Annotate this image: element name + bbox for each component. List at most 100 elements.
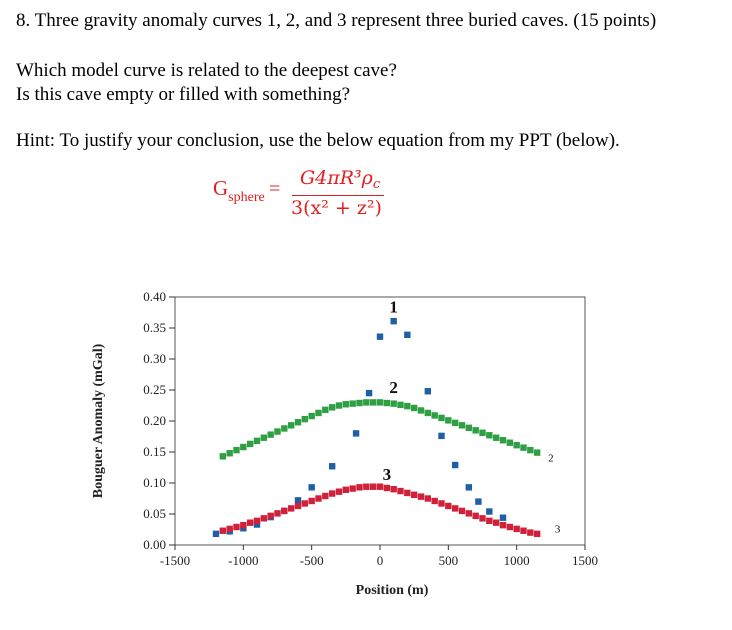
data-point-series-2	[335, 402, 343, 409]
data-point-series-2	[465, 424, 473, 432]
data-point-series-3	[410, 491, 418, 498]
data-point-series-2	[486, 432, 493, 439]
data-point-series-2	[267, 431, 274, 438]
data-point-series-2	[253, 437, 261, 445]
data-point-series-3	[520, 527, 527, 534]
data-point-series-3	[465, 510, 473, 517]
data-point-series-2	[322, 406, 329, 414]
data-point-series-1	[475, 498, 482, 505]
data-point-series-2	[376, 399, 384, 406]
data-point-series-3	[533, 530, 541, 538]
data-point-series-3	[294, 502, 302, 510]
data-point-series-3	[363, 483, 370, 490]
data-point-series-2	[424, 409, 432, 417]
data-point-series-1	[465, 484, 473, 491]
y-tick-label: 0.20	[143, 413, 166, 428]
data-point-series-3	[328, 490, 336, 497]
data-point-series-2	[431, 412, 438, 419]
data-point-series-2	[390, 400, 397, 407]
y-tick-label: 0.25	[143, 382, 166, 397]
equation-fraction-bar	[292, 195, 384, 197]
data-point-series-2	[445, 417, 452, 424]
data-point-series-3	[274, 510, 281, 517]
data-point-series-2	[404, 402, 411, 410]
data-point-series-2	[383, 399, 391, 407]
y-tick-label: 0.15	[143, 444, 166, 459]
data-point-series-2	[294, 419, 302, 426]
x-tick-label: 1000	[504, 553, 530, 568]
data-point-series-1	[212, 530, 220, 538]
data-point-series-3	[397, 487, 404, 495]
data-point-series-2	[315, 409, 322, 417]
data-point-series-2	[287, 422, 295, 429]
curve-label-1: 1	[389, 298, 398, 317]
data-point-series-3	[240, 521, 247, 529]
data-point-series-3	[486, 517, 493, 525]
data-point-series-3	[492, 519, 500, 526]
data-point-series-2	[479, 429, 486, 436]
data-point-series-2	[240, 443, 247, 451]
equation-denominator: 3(x² + z²)	[291, 197, 382, 219]
x-tick-label: 1500	[572, 553, 598, 568]
data-point-series-3	[383, 484, 391, 492]
data-point-series-3	[308, 497, 315, 505]
question-which-curve: Which model curve is related to the deep…	[16, 60, 397, 81]
equation-lhs-symbol: G	[213, 176, 229, 200]
hint-text: Hint: To justify your conclusion, use th…	[16, 130, 620, 151]
data-point-series-2	[492, 434, 500, 441]
data-point-series-2	[328, 404, 336, 411]
data-point-series-2	[520, 444, 527, 451]
data-point-series-3	[438, 500, 445, 507]
data-point-series-3	[390, 486, 397, 493]
data-point-series-3	[458, 507, 466, 515]
data-point-series-3	[287, 505, 295, 512]
curve-label-3: 3	[383, 465, 392, 484]
equation-lhs-subscript: sphere	[228, 190, 265, 205]
data-point-series-1	[486, 508, 493, 515]
data-point-series-2	[274, 428, 281, 435]
equation-numerator-main: G4πR³ρ	[300, 167, 373, 189]
data-point-series-3	[376, 483, 384, 490]
y-tick-label: 0.30	[143, 351, 166, 366]
data-point-series-2	[458, 422, 466, 429]
data-point-series-3	[226, 525, 233, 533]
data-point-series-2	[417, 407, 425, 414]
data-point-series-1	[352, 430, 360, 437]
data-point-series-1	[376, 333, 384, 340]
y-axis-label: Bouguer Anomaly (mGal)	[91, 343, 106, 498]
data-point-series-2	[438, 414, 445, 422]
x-tick-label: -1000	[228, 553, 258, 568]
data-point-series-3	[431, 497, 438, 505]
curve-label-3: 3	[555, 524, 561, 536]
y-tick-label: 0.00	[143, 537, 166, 552]
data-point-series-3	[424, 495, 432, 502]
data-point-series-2	[349, 400, 356, 407]
equation-numerator-subscript: c	[372, 177, 381, 192]
data-point-series-3	[246, 519, 254, 526]
equation-lhs: Gsphere	[213, 176, 265, 205]
data-point-series-2	[363, 399, 370, 406]
data-point-series-2	[533, 449, 541, 456]
data-point-series-3	[281, 507, 288, 515]
data-point-series-3	[301, 500, 309, 507]
data-point-series-2	[233, 446, 240, 454]
data-point-series-1	[424, 388, 432, 395]
data-point-series-2	[356, 399, 363, 407]
data-point-series-3	[506, 523, 514, 531]
y-tick-label: 0.10	[143, 475, 166, 490]
data-point-series-3	[445, 502, 452, 510]
data-point-series-2	[342, 401, 350, 408]
data-point-series-3	[342, 486, 350, 494]
data-point-series-3	[527, 529, 534, 536]
data-point-series-3	[513, 525, 520, 533]
data-point-series-2	[226, 450, 233, 457]
data-point-series-1	[328, 463, 336, 470]
equation-numerator: G4πR³ρc	[300, 167, 381, 192]
data-point-series-3	[315, 495, 322, 502]
data-point-series-1	[438, 432, 445, 440]
data-point-series-3	[253, 517, 261, 525]
data-point-series-2	[499, 437, 507, 444]
data-point-series-3	[335, 488, 343, 495]
data-point-series-3	[356, 484, 363, 491]
data-point-series-2	[397, 401, 404, 409]
